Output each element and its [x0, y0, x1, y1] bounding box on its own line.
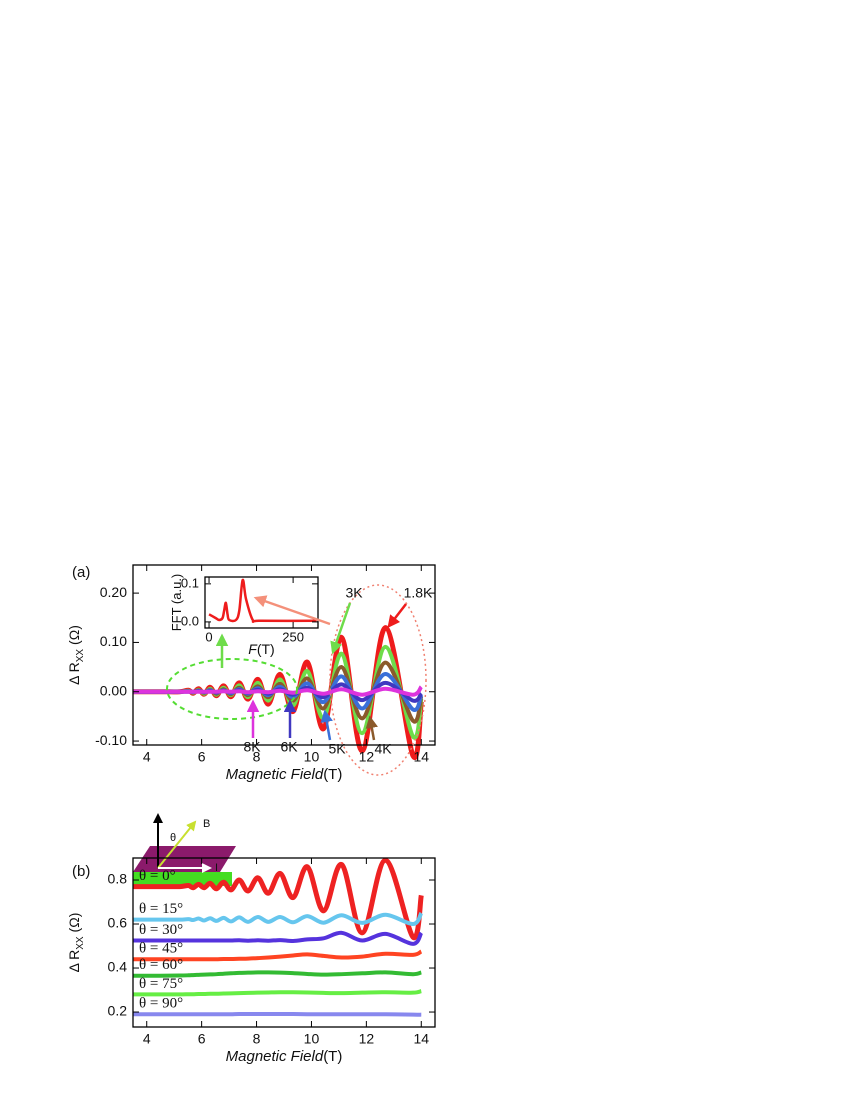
x-tick-label: 250 [282, 629, 304, 644]
series-label: θ = 0° [139, 868, 176, 884]
series-label: θ = 15° [139, 901, 183, 917]
x-tick-label: 0 [205, 629, 212, 644]
y-label-unit: (Ω) [66, 913, 82, 933]
x-tick-label: 12 [359, 749, 375, 765]
y-label-unit: (Ω) [66, 625, 82, 645]
y-label-sub: XX [75, 649, 86, 663]
series-label: θ = 75° [139, 976, 183, 992]
data-line [133, 685, 423, 697]
data-line [208, 578, 317, 624]
data-line [133, 911, 424, 927]
plot-frame [204, 576, 319, 629]
y-tick-label: 0.1 [181, 575, 199, 590]
x-tick-label: 4 [143, 749, 151, 765]
diagram-label: θ [170, 832, 176, 844]
diagram-label: B [203, 818, 210, 830]
x-axis-label: Magnetic Field(T) [226, 766, 343, 783]
series-label: 3K [345, 585, 363, 601]
highlight-ellipse [166, 658, 298, 720]
x-axis-label: F(T) [248, 641, 274, 657]
y-label-name: FFT (a.u.) [169, 574, 184, 632]
series-arrow [365, 715, 378, 741]
x-tick-label: 6 [198, 1031, 206, 1047]
x-tick-label: 8 [253, 1031, 261, 1047]
x-label-name: Magnetic Field [226, 766, 324, 783]
x-label-name: Magnetic Field [226, 1048, 324, 1065]
y-tick-label: 0.2 [108, 1003, 128, 1019]
data-line [133, 930, 424, 946]
x-tick-label: 10 [304, 749, 320, 765]
y-tick-label: 0.8 [108, 871, 128, 887]
x-tick-label: 12 [359, 1031, 375, 1047]
data-line [132, 857, 424, 940]
highlight-ellipse [329, 584, 427, 776]
series-label: 1.8K [404, 585, 433, 601]
y-tick-label: 0.0 [181, 613, 199, 628]
series-arrow [387, 603, 407, 628]
x-label-unit: (T) [257, 641, 275, 657]
x-tick-label: 10 [304, 1031, 320, 1047]
y-tick-label: -0.10 [95, 732, 127, 748]
y-label-name: Δ R [66, 662, 82, 685]
y-tick-label: 0.00 [100, 682, 127, 698]
y-tick-label: 0.6 [108, 915, 128, 931]
panel-label: (b) [72, 863, 90, 880]
x-label-name: F [248, 641, 258, 657]
y-label-sub: XX [75, 936, 86, 950]
series-label: 8K [243, 739, 261, 755]
x-tick-label: 14 [413, 749, 429, 765]
x-label-unit: (T) [323, 1048, 342, 1065]
series-label: θ = 45° [139, 941, 183, 957]
sample-diagram [133, 813, 236, 886]
plot-frame [132, 857, 436, 1028]
data-line [133, 989, 422, 997]
data-line [132, 949, 423, 962]
series-label: 4K [374, 741, 392, 757]
y-axis-label: Δ RXX (Ω) [66, 625, 86, 685]
series-label: θ = 90° [139, 996, 183, 1012]
series-label: θ = 30° [139, 922, 183, 938]
x-tick-label: 6 [198, 749, 206, 765]
plot-frame [132, 564, 436, 746]
x-label-unit: (T) [323, 766, 342, 783]
series-label: θ = 60° [139, 957, 183, 973]
series-arrow [320, 709, 333, 741]
diagram-label: I [215, 862, 218, 874]
y-label-name: Δ R [66, 950, 82, 973]
x-axis-label: Magnetic Field(T) [226, 1048, 343, 1065]
y-tick-label: 0.20 [100, 584, 127, 600]
x-tick-label: 4 [143, 1031, 151, 1047]
field-arrow [157, 820, 197, 869]
y-axis-label: Δ RXX (Ω) [66, 913, 86, 973]
series-label: 6K [280, 739, 298, 755]
x-tick-label: 14 [413, 1031, 429, 1047]
y-tick-label: 0.10 [100, 633, 127, 649]
data-line [132, 1012, 422, 1017]
y-axis-label: FFT (a.u.) [169, 574, 184, 632]
panel-label: (a) [72, 564, 90, 581]
x-tick-label: 8 [253, 749, 261, 765]
series-label: 5K [328, 741, 346, 757]
y-tick-label: 0.4 [108, 959, 128, 975]
pointer-arrow [253, 595, 331, 626]
series-arrow [330, 602, 352, 655]
data-line [132, 970, 422, 978]
